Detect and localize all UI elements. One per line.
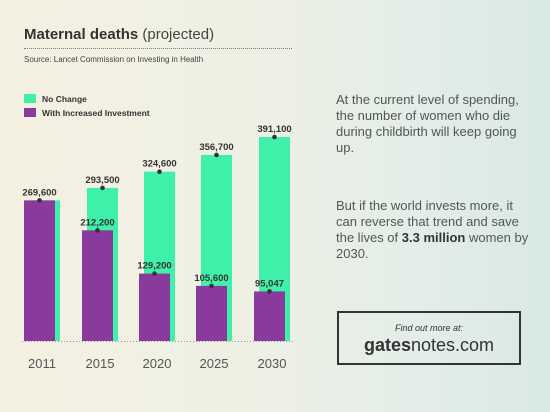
paragraph-invest-more: But if the world invests more, it can re… <box>336 198 536 262</box>
point-no-change-2030 <box>272 134 277 140</box>
gatesnotes-link[interactable]: gatesnotes.com <box>339 335 519 356</box>
data-label-no-change-2030: 391,100 <box>257 124 291 135</box>
data-label-no-change-2025: 356,700 <box>199 142 233 153</box>
source-note: Source: Lancet Commission on Investing i… <box>24 55 204 64</box>
legend-label-increased-investment: With Increased Investment <box>42 108 150 118</box>
x-tick-2015: 2015 <box>86 356 115 371</box>
paragraph-current-spending: At the current level of spending, the nu… <box>336 92 519 155</box>
gatesnotes-link-box[interactable]: Find out more at: gatesnotes.com <box>337 311 521 365</box>
x-tick-2030: 2030 <box>258 356 287 371</box>
point-increased-investment-2015 <box>95 228 100 233</box>
lives-saved-figure: 3.3 million <box>401 230 466 245</box>
bar-increased-investment-2011 <box>24 200 55 341</box>
point-increased-investment-2025 <box>209 283 214 289</box>
point-no-change-2015 <box>100 185 105 191</box>
site-name-rest: notes.com <box>410 335 495 355</box>
bar-increased-investment-2020 <box>139 273 170 341</box>
data-label-increased-investment-2025: 105,600 <box>194 273 228 284</box>
point-increased-investment-2020 <box>152 271 157 276</box>
x-tick-2011: 2011 <box>28 356 56 371</box>
bar-chart: 269,600 2011 293,500 212,200 2015 324,600 129,… <box>22 124 294 371</box>
chart-title-sub: (projected) <box>142 26 215 43</box>
find-out-more-label: Find out more at: <box>394 323 464 333</box>
legend-item-increased-investment: With Increased Investment <box>24 108 150 118</box>
site-name-bold: gates <box>363 335 411 355</box>
title-divider <box>24 48 292 49</box>
point-increased-investment-2030 <box>267 289 272 294</box>
point-no-change-2025 <box>214 152 219 158</box>
data-label-increased-investment-2011: 269,600 <box>22 187 56 198</box>
bar-increased-investment-2015 <box>82 230 113 341</box>
legend-label-no-change: No Change <box>42 94 87 104</box>
legend-swatch-increased-investment <box>24 108 36 118</box>
data-label-no-change-2015: 293,500 <box>85 175 119 186</box>
data-label-no-change-2020: 324,600 <box>142 159 176 170</box>
x-tick-2025: 2025 <box>200 356 229 371</box>
legend-swatch-no-change <box>24 94 36 104</box>
chart-title-main: Maternal deaths <box>24 26 139 43</box>
legend-item-no-change: No Change <box>24 94 87 104</box>
x-tick-2020: 2020 <box>143 356 172 371</box>
data-label-increased-investment-2030: 95,047 <box>255 278 284 289</box>
point-increased-investment-2011 <box>37 198 42 203</box>
chart-title: Maternal deaths (projected) <box>24 26 214 43</box>
bar-increased-investment-2025 <box>196 285 227 341</box>
point-no-change-2020 <box>157 169 162 174</box>
paragraph-invest-more-text: But if the world invests more, it can re… <box>336 198 519 245</box>
data-label-increased-investment-2015: 212,200 <box>80 217 114 228</box>
paragraph-invest-more-end: women by 2030. <box>336 230 529 261</box>
bar-increased-investment-2030 <box>254 291 285 341</box>
data-label-increased-investment-2020: 129,200 <box>137 261 171 272</box>
